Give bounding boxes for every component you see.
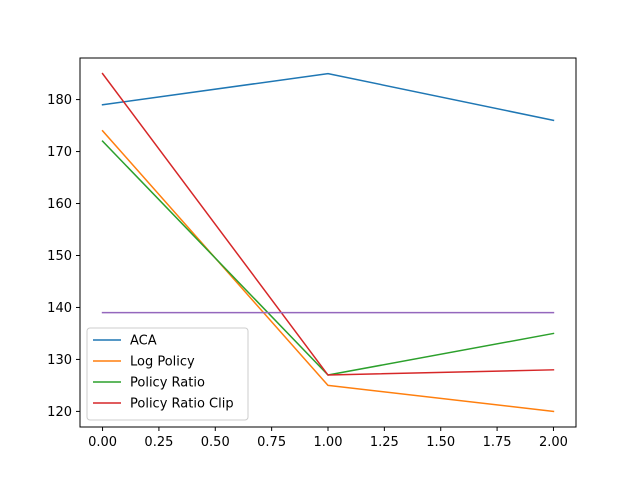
- y-tick-label: 140: [47, 301, 72, 316]
- x-axis: 0.00 0.25 0.50 0.75 1.00 1.25 1.50 1.75 2.00: [88, 427, 568, 450]
- x-tick-label: 1.75: [483, 435, 512, 450]
- series-line-policy-ratio-clip: [101, 72, 555, 376]
- series-line-aca: [101, 72, 555, 122]
- x-tick-label: 0.00: [88, 435, 117, 450]
- x-tick-label: 1.50: [426, 435, 455, 450]
- legend: ACA Log Policy Policy Ratio Policy Ratio Cl…: [86, 327, 249, 421]
- series-line-log-policy: [101, 129, 555, 413]
- y-tick-label: 160: [47, 197, 72, 212]
- y-tick-label: 130: [47, 353, 72, 368]
- y-tick-label: 180: [47, 93, 72, 108]
- y-tick-label: 170: [47, 145, 72, 160]
- x-tick-label: 1.00: [314, 435, 343, 450]
- y-tick-label: 150: [47, 249, 72, 264]
- x-tick-label: 2.00: [539, 435, 568, 450]
- legend-label-aca: ACA: [130, 334, 157, 349]
- legend-label-policy-ratio-clip: Policy Ratio Clip: [130, 397, 234, 412]
- legend-label-policy-ratio: Policy Ratio: [130, 376, 205, 391]
- x-tick-label: 0.75: [257, 435, 286, 450]
- y-tick-label: 120: [47, 405, 72, 420]
- series-lines: [101, 72, 555, 413]
- y-axis: 120 130 140 150 160 170 180: [47, 93, 80, 420]
- x-tick-label: 1.25: [370, 435, 399, 450]
- x-tick-label: 0.50: [201, 435, 230, 450]
- legend-label-log-policy: Log Policy: [130, 355, 195, 370]
- x-tick-label: 0.25: [144, 435, 173, 450]
- legend-box: [86, 327, 249, 421]
